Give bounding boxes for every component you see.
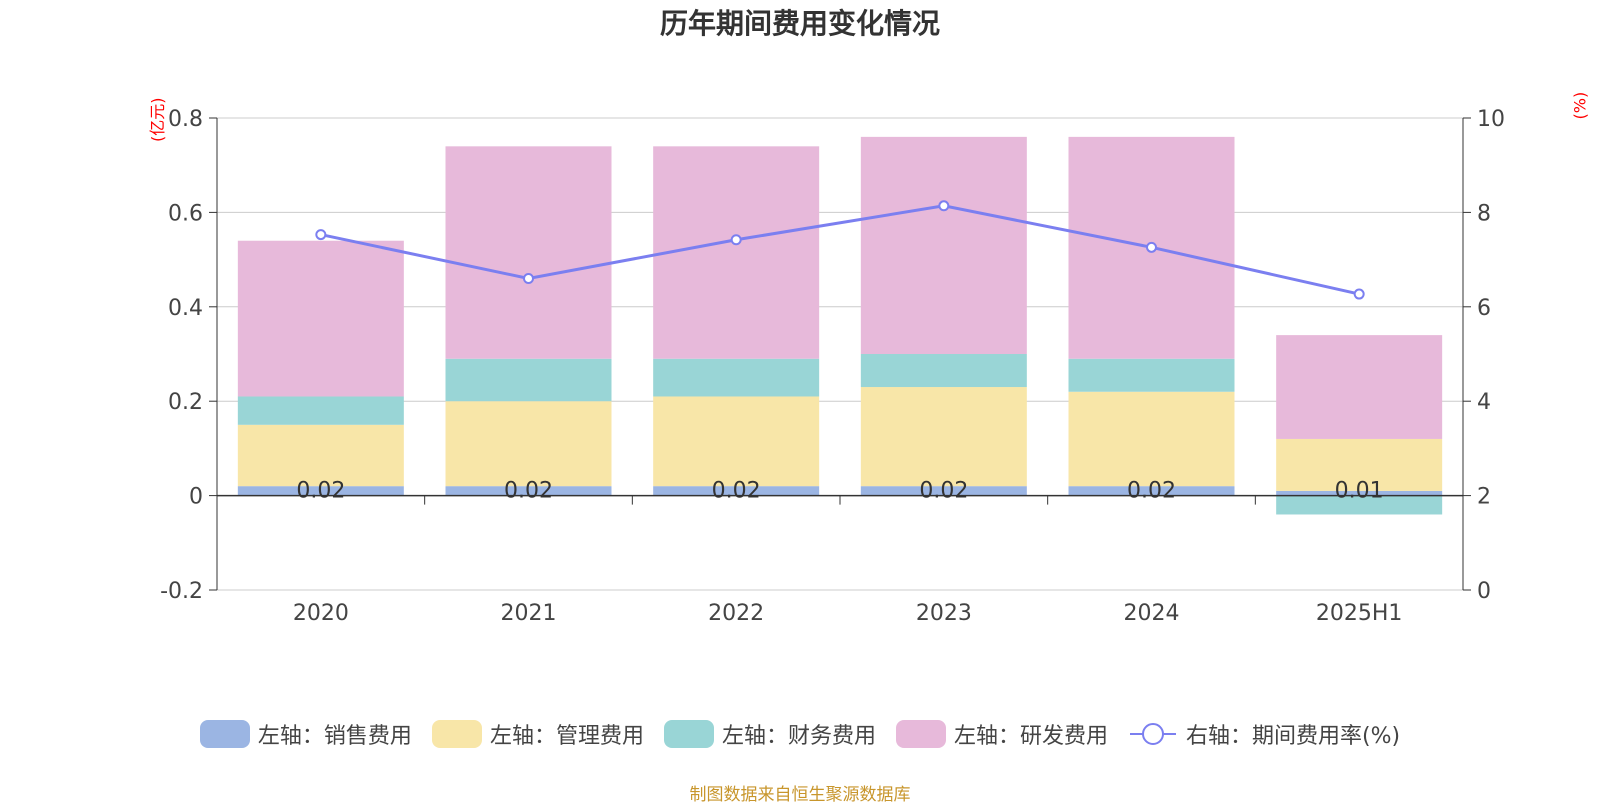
bar-4-2023 <box>860 136 1027 354</box>
legend-swatch-admin <box>431 720 482 748</box>
bar-3-2021 <box>445 358 612 402</box>
bar-3-2023 <box>860 354 1027 388</box>
rate-point-2020 <box>315 229 327 241</box>
bar-1-2021 <box>445 486 612 496</box>
bar-3-2024 <box>1068 358 1235 392</box>
bar-2-2025H1 <box>1276 438 1443 491</box>
left-tick-label: 0.8 <box>168 107 203 132</box>
data-source-note: 制图数据来自恒生聚源数据库 <box>689 785 911 805</box>
legend-swatch-sales <box>199 720 250 748</box>
bar-4-2020 <box>237 240 404 397</box>
right-tick-label: 8 <box>1477 201 1491 226</box>
bar-2-2021 <box>445 401 612 487</box>
bar-4-2021 <box>445 146 612 359</box>
bar-1-2020 <box>237 486 404 496</box>
left-tick-label: 0.2 <box>168 390 203 415</box>
data-label-sales-2022: 0.02 <box>712 479 761 504</box>
data-label-sales-2024: 0.02 <box>1127 479 1176 504</box>
bar-3-2025H1 <box>1276 495 1443 515</box>
legend-item-finance[interactable]: 左轴：财务费用 <box>663 718 876 750</box>
left-tick-label: 0.4 <box>168 296 203 321</box>
legend-line-icon <box>1129 723 1176 745</box>
legend-label-finance: 左轴：财务费用 <box>721 724 876 749</box>
right-tick-label: 6 <box>1477 296 1491 321</box>
rate-point-2025H1 <box>1353 288 1365 300</box>
data-label-sales-2021: 0.02 <box>504 479 553 504</box>
bar-2-2020 <box>237 424 404 487</box>
rate-point-2023 <box>938 200 950 212</box>
bar-3-2022 <box>653 358 820 397</box>
rate-point-2024 <box>1146 241 1157 253</box>
left-tick-label: -0.2 <box>160 579 203 604</box>
right-tick-label: 0 <box>1477 579 1491 604</box>
legend-item-sales[interactable]: 左轴：销售费用 <box>199 718 412 750</box>
legend-item-rd[interactable]: 左轴：研发费用 <box>895 718 1108 750</box>
bar-2-2023 <box>860 387 1027 487</box>
bar-1-2025H1 <box>1276 490 1443 496</box>
bar-1-2023 <box>860 486 1027 496</box>
legend-label-sales: 左轴：销售费用 <box>257 724 412 749</box>
chart-title: 历年期间费用变化情况 <box>659 7 940 40</box>
x-tick-label: 2020 <box>293 601 349 626</box>
bar-3-2020 <box>237 396 404 425</box>
bar-1-2024 <box>1068 486 1235 496</box>
rate-line <box>320 204 1360 296</box>
legend-item-admin[interactable]: 左轴：管理费用 <box>431 718 644 750</box>
data-label-sales-2020: 0.02 <box>296 479 345 504</box>
legend-swatch-rd <box>895 720 946 748</box>
bar-2-2022 <box>653 396 820 487</box>
legend-label-admin: 左轴：管理费用 <box>489 724 644 749</box>
bar-2-2024 <box>1068 391 1235 487</box>
bar-4-2022 <box>653 146 820 359</box>
left-tick-label: 0 <box>189 485 203 510</box>
legend: 左轴：销售费用 左轴：管理费用 左轴：财务费用 左轴：研发费用 右轴：期间费用率… <box>0 718 1600 750</box>
rate-point-2021 <box>523 272 534 284</box>
right-tick-label: 2 <box>1477 485 1491 510</box>
left-tick-label: 0.6 <box>168 201 203 226</box>
right-tick-label: 10 <box>1477 107 1505 132</box>
x-tick-label: 2024 <box>1124 601 1180 626</box>
legend-swatch-finance <box>663 720 714 748</box>
bar-4-2025H1 <box>1276 335 1443 439</box>
legend-label-rd: 左轴：研发费用 <box>953 724 1108 749</box>
x-tick-label: 2021 <box>501 601 557 626</box>
legend-label-rate: 右轴：期间费用率(%) <box>1185 724 1401 749</box>
x-tick-label: 2025H1 <box>1316 601 1403 626</box>
x-tick-label: 2022 <box>708 601 764 626</box>
data-label-sales-2025H1: 0.01 <box>1335 479 1384 504</box>
rate-point-2022 <box>730 234 742 246</box>
x-tick-label: 2023 <box>916 601 972 626</box>
data-label-sales-2023: 0.02 <box>919 479 968 504</box>
bar-1-2022 <box>653 486 820 496</box>
right-tick-label: 4 <box>1477 390 1491 415</box>
combo-chart: -0.2 0 0.2 0.4 0.6 0.8 0 2 4 6 8 10 0.02 2020 0.02 2021… <box>160 107 1505 626</box>
legend-item-rate[interactable]: 右轴：期间费用率(%) <box>1128 718 1400 750</box>
